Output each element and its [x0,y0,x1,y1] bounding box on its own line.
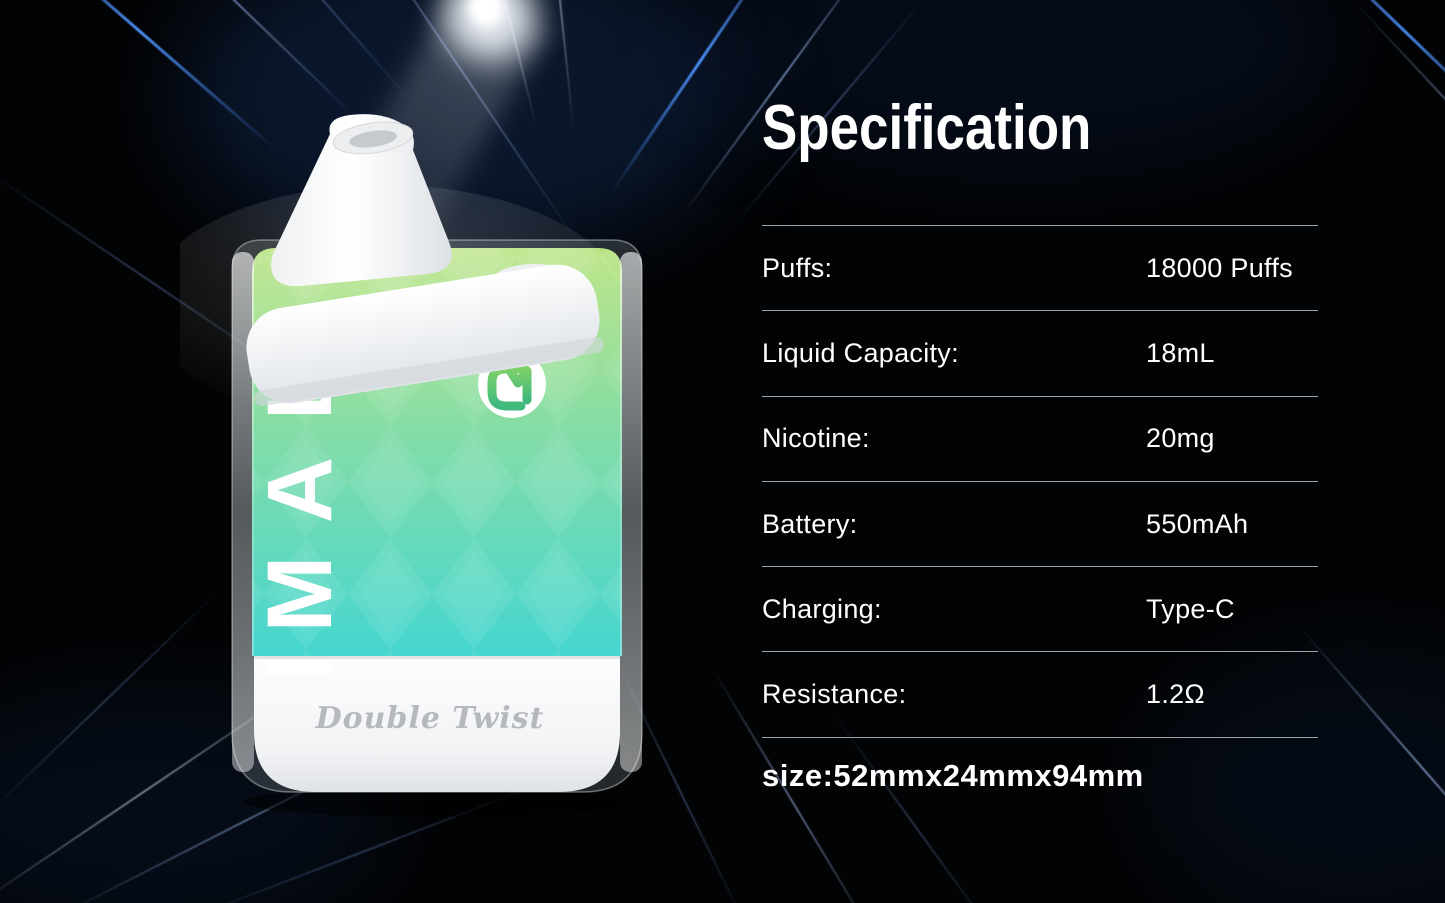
light-streak [1354,2,1445,260]
spec-label: Nicotine: [762,423,870,454]
brand-letter: I [249,655,351,681]
spec-value: 20mg [1146,423,1215,454]
brand-letter: A [249,457,351,523]
page-title: Specification [762,93,1092,163]
spec-label: Resistance: [762,679,907,710]
base-seam [254,656,620,659]
spec-label: Puffs: [762,252,833,283]
spec-value: 550mAh [1146,508,1249,539]
spec-value: Type-C [1146,593,1235,624]
spec-label: Liquid Capacity: [762,337,959,368]
device-wall-right [620,252,642,772]
flavor-text: Double Twist [315,701,545,736]
spec-panel: Specification Puffs: 18000 Puffs Liquid … [762,0,1318,903]
size-text: size:52mmx24mmx94mm [762,758,1144,793]
spec-value: 18mL [1146,337,1215,368]
brand-letter: M [249,556,351,633]
mouthpiece-opening [332,121,414,155]
brand-text: L A M I [249,364,351,681]
device-wall-left [232,252,254,772]
device-shadow [243,787,633,817]
top-cap [246,264,604,406]
device-base [254,656,620,792]
spec-row: Resistance: 1.2Ω [762,652,1318,738]
spec-label: Charging: [762,593,882,624]
light-flare [468,0,504,26]
light-streak [1296,623,1445,903]
spec-row: Nicotine: 20mg [762,397,1318,482]
light-flare [445,0,535,60]
spec-value: 18000 Puffs [1146,252,1293,283]
spec-table: Puffs: 18000 Puffs Liquid Capacity: 18mL… [762,225,1318,738]
product-photo: Double Twist L A M I [180,114,643,817]
mouthpiece [271,114,452,287]
spec-row: Puffs: 18000 Puffs [762,226,1318,312]
spec-row: Charging: Type-C [762,567,1318,653]
spec-row: Liquid Capacity: 18mL [762,311,1318,397]
spec-label: Battery: [762,508,858,539]
spec-row: Battery: 550mAh [762,482,1318,568]
spec-value: 1.2Ω [1146,679,1205,710]
